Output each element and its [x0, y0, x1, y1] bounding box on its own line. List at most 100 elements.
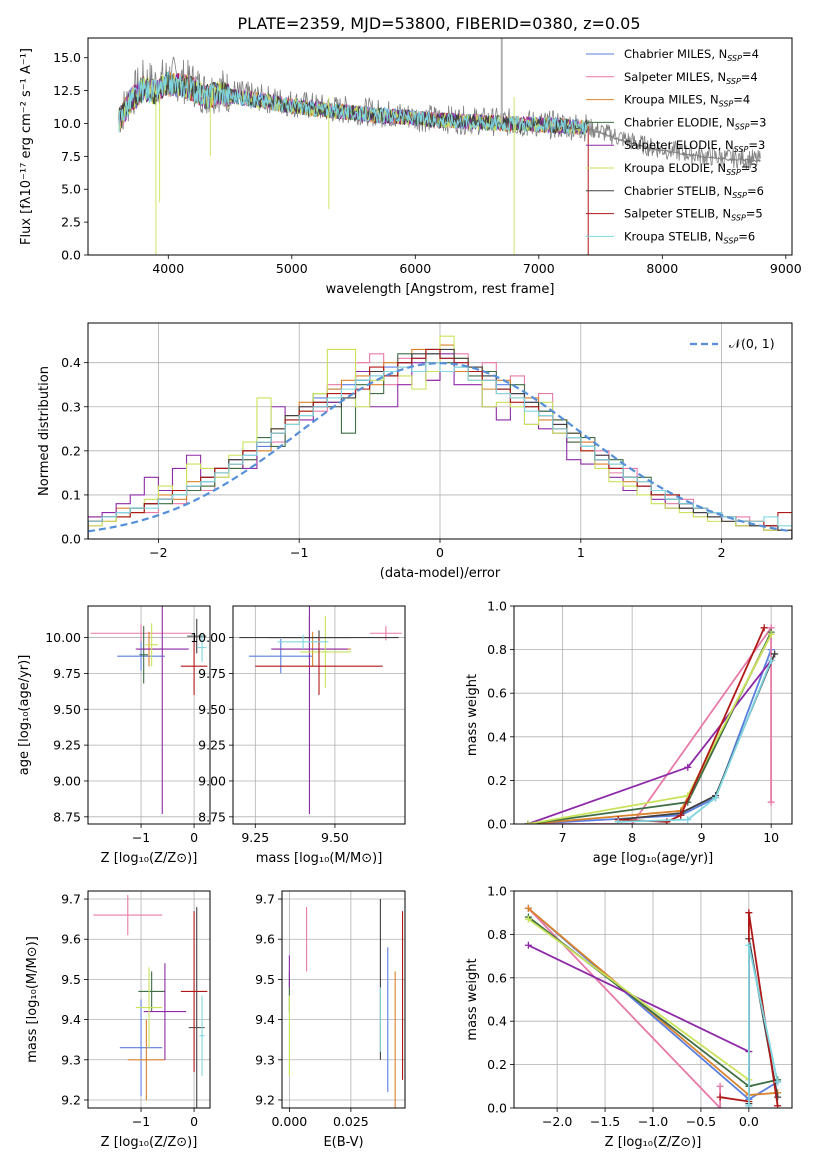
weight-marker: [684, 763, 692, 771]
y-tick-label: 9.00: [53, 773, 81, 788]
x-axis-label: Z [log₁₀(Z/Z⊙)]: [605, 1135, 702, 1150]
x-tick-label: 7000: [523, 261, 555, 276]
plot-area: [524, 904, 782, 1108]
y-tick-label: 9.25: [198, 738, 226, 753]
x-tick-label: 0: [190, 830, 198, 845]
weight-marker: [745, 1102, 753, 1108]
y-tick-label: 0.4: [487, 729, 507, 744]
x-tick-label: 8000: [646, 261, 678, 276]
y-tick-label: 0.1: [61, 487, 81, 502]
weight-marker: [767, 798, 775, 806]
y-tick-label: 1.0: [487, 599, 507, 614]
x-tick-label: 8: [628, 830, 636, 845]
x-tick-label: −1.0: [638, 1114, 668, 1129]
x-tick-label: −2: [149, 545, 167, 560]
x-tick-label: −1: [290, 545, 308, 560]
weight-marker: [774, 1102, 782, 1108]
y-tick-label: 9.00: [198, 773, 226, 788]
y-tick-label: 9.4: [255, 1012, 275, 1027]
histogram-step: [88, 348, 792, 539]
y-tick-label: 9.75: [53, 666, 81, 681]
y-tick-label: 0.0: [487, 1101, 507, 1116]
weight-marker: [771, 650, 779, 658]
panel-age-vs-z: −1 0 8.75 9.00 9.25 9.50 9.75 10.00 Z [log₁₀(Z/Z…: [17, 605, 211, 866]
y-tick-label: 9.50: [53, 702, 81, 717]
legend-label: Salpeter MILES, NSSP=4: [624, 70, 758, 86]
x-axis-label: (data-model)/error: [380, 566, 501, 581]
x-tick-label: 9000: [770, 261, 802, 276]
weight-line: [527, 649, 772, 824]
x-tick-label: 4000: [152, 261, 184, 276]
y-tick-label: 9.6: [255, 932, 275, 947]
y-tick-label: 9.25: [53, 738, 81, 753]
legend-label: Kroupa MILES, NSSP=4: [624, 93, 750, 109]
x-tick-label: 0: [190, 1114, 198, 1129]
y-tick-label: 0.2: [61, 443, 81, 458]
plot-area: [239, 606, 402, 814]
x-tick-label: 2: [718, 545, 726, 560]
panel-mass-vs-ebv: 0.000 0.025 9.2 9.3 9.4 9.5 9.6 9.7 E(B-V): [255, 890, 406, 1150]
y-tick-label: 0.0: [61, 532, 81, 547]
x-axis-label: E(B-V): [323, 1135, 363, 1150]
y-tick-label: 7.5: [61, 149, 81, 164]
y-tick-label: 0.8: [487, 642, 507, 657]
weight-marker: [524, 941, 532, 949]
y-tick-label: 0.4: [487, 1014, 507, 1029]
y-axis-label: mass [log₁₀(M/M⊙)]: [25, 936, 40, 1063]
y-tick-label: 15.0: [53, 50, 81, 65]
x-tick-label: 9.50: [321, 830, 349, 845]
x-axis-label: Z [log₁₀(Z/Z⊙)]: [101, 851, 198, 866]
y-tick-label: 9.2: [61, 1092, 81, 1107]
x-tick-label: 1: [577, 545, 585, 560]
axes-frame: [232, 605, 406, 825]
legend-label: Salpeter STELIB, NSSP=5: [624, 207, 763, 223]
x-tick-label: −1.5: [590, 1114, 620, 1129]
x-axis-label: age [log₁₀(age/yr)]: [593, 851, 714, 866]
legend-label: Chabrier STELIB, NSSP=6: [624, 184, 764, 200]
legend-label: Kroupa ELODIE, NSSP=3: [624, 161, 758, 177]
weight-marker: [677, 811, 685, 819]
y-axis-label: mass weight: [465, 674, 480, 756]
x-tick-label: −1: [132, 830, 150, 845]
y-tick-label: 9.3: [255, 1052, 275, 1067]
y-axis-label: Flux [fλ10⁻¹⁷ erg cm⁻² s⁻¹ A⁻¹]: [19, 48, 34, 245]
weight-marker: [774, 1078, 782, 1086]
y-tick-label: 2.5: [61, 215, 81, 230]
x-axis-label: wavelength [Angstrom, rest frame]: [326, 282, 555, 297]
axes-frame: [87, 37, 793, 256]
plot-area: [118, 38, 761, 255]
spectrum-data-line: [588, 127, 761, 163]
y-axis-label: Normed distribution: [37, 366, 52, 496]
plot-area: [88, 335, 792, 539]
weight-marker: [524, 915, 532, 923]
y-tick-label: 10.00: [190, 630, 226, 645]
x-tick-label: 5000: [276, 261, 308, 276]
x-axis-label: Z [log₁₀(Z/Z⊙)]: [101, 1135, 198, 1150]
legend-label: Chabrier MILES, NSSP=4: [624, 47, 759, 63]
plot-area: [288, 899, 404, 1108]
y-tick-label: 0.0: [487, 817, 507, 832]
y-tick-label: 9.5: [61, 972, 81, 987]
axes-frame: [87, 605, 211, 825]
legend-label: Chabrier ELODIE, NSSP=3: [624, 115, 766, 131]
weight-marker: [524, 904, 532, 912]
plot-area: [90, 606, 208, 814]
weight-marker: [767, 630, 775, 638]
normal-curve: [88, 361, 792, 533]
y-tick-label: 10.0: [53, 116, 81, 131]
y-tick-label: 0.0: [61, 248, 81, 263]
x-tick-label: 10: [763, 830, 779, 845]
y-tick-label: 10.00: [45, 630, 81, 645]
y-tick-label: 0.6: [487, 970, 507, 985]
legend-label: Kroupa STELIB, NSSP=6: [624, 229, 755, 245]
y-tick-label: 9.3: [61, 1052, 81, 1067]
axes-frame: [281, 890, 406, 1109]
y-tick-label: 9.50: [198, 702, 226, 717]
y-tick-label: 0.6: [487, 686, 507, 701]
panel-residuals: −2 −1 0 1 2 0.0 0.1 0.2 0.3 0.4 (data-model)/error…: [37, 322, 793, 581]
legend-label: 𝒩(0, 1): [729, 336, 775, 351]
x-tick-label: 0.025: [333, 1114, 369, 1129]
x-tick-label: 0: [436, 545, 444, 560]
x-tick-label: −2.0: [542, 1114, 572, 1129]
